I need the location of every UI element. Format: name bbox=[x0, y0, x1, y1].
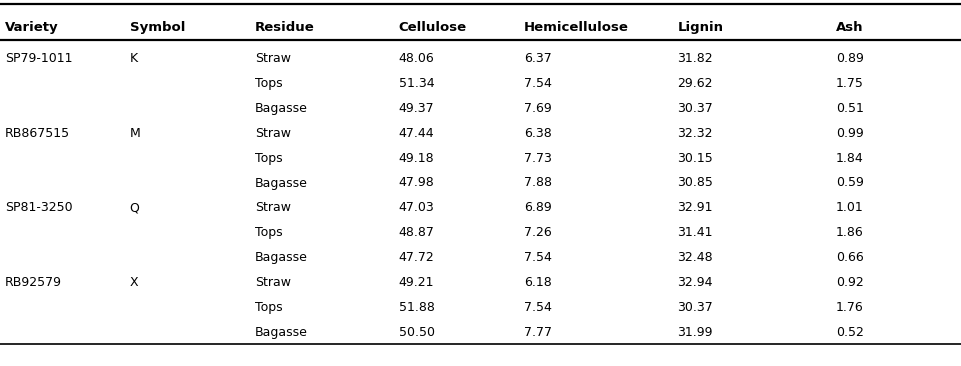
Text: 51.34: 51.34 bbox=[399, 77, 434, 90]
Text: 6.89: 6.89 bbox=[524, 201, 552, 214]
Text: 30.15: 30.15 bbox=[678, 152, 713, 165]
Text: 7.54: 7.54 bbox=[524, 301, 552, 314]
Text: 50.50: 50.50 bbox=[399, 326, 434, 339]
Text: 6.37: 6.37 bbox=[524, 52, 552, 65]
Text: 47.98: 47.98 bbox=[399, 176, 434, 190]
Text: 1.01: 1.01 bbox=[836, 201, 864, 214]
Text: M: M bbox=[130, 127, 140, 139]
Text: X: X bbox=[130, 276, 138, 289]
Text: K: K bbox=[130, 52, 137, 65]
Text: 47.72: 47.72 bbox=[399, 251, 434, 264]
Text: Hemicellulose: Hemicellulose bbox=[524, 20, 628, 34]
Text: 7.26: 7.26 bbox=[524, 227, 552, 239]
Text: Q: Q bbox=[130, 201, 139, 214]
Text: Cellulose: Cellulose bbox=[399, 20, 467, 34]
Text: 32.94: 32.94 bbox=[678, 276, 713, 289]
Text: Tops: Tops bbox=[255, 301, 283, 314]
Text: 49.18: 49.18 bbox=[399, 152, 434, 165]
Text: 7.88: 7.88 bbox=[524, 176, 552, 190]
Text: Straw: Straw bbox=[255, 127, 290, 139]
Text: 1.76: 1.76 bbox=[836, 301, 864, 314]
Text: 31.82: 31.82 bbox=[678, 52, 713, 65]
Text: 30.85: 30.85 bbox=[678, 176, 713, 190]
Text: 49.21: 49.21 bbox=[399, 276, 434, 289]
Text: SP79-1011: SP79-1011 bbox=[5, 52, 72, 65]
Text: RB92579: RB92579 bbox=[5, 276, 62, 289]
Text: Residue: Residue bbox=[255, 20, 314, 34]
Text: RB867515: RB867515 bbox=[5, 127, 70, 139]
Text: 29.62: 29.62 bbox=[678, 77, 713, 90]
Text: 7.69: 7.69 bbox=[524, 102, 552, 115]
Text: 0.59: 0.59 bbox=[836, 176, 864, 190]
Text: 0.51: 0.51 bbox=[836, 102, 864, 115]
Text: 51.88: 51.88 bbox=[399, 301, 434, 314]
Text: 32.91: 32.91 bbox=[678, 201, 713, 214]
Text: Variety: Variety bbox=[5, 20, 59, 34]
Text: SP81-3250: SP81-3250 bbox=[5, 201, 72, 214]
Text: Bagasse: Bagasse bbox=[255, 102, 308, 115]
Text: Tops: Tops bbox=[255, 152, 283, 165]
Text: 30.37: 30.37 bbox=[678, 102, 713, 115]
Text: 7.77: 7.77 bbox=[524, 326, 552, 339]
Text: 6.38: 6.38 bbox=[524, 127, 552, 139]
Text: Bagasse: Bagasse bbox=[255, 176, 308, 190]
Text: 0.89: 0.89 bbox=[836, 52, 864, 65]
Text: Straw: Straw bbox=[255, 276, 290, 289]
Text: 1.86: 1.86 bbox=[836, 227, 864, 239]
Text: 49.37: 49.37 bbox=[399, 102, 434, 115]
Text: 6.18: 6.18 bbox=[524, 276, 552, 289]
Text: 1.84: 1.84 bbox=[836, 152, 864, 165]
Text: 32.32: 32.32 bbox=[678, 127, 713, 139]
Text: 0.99: 0.99 bbox=[836, 127, 864, 139]
Text: Straw: Straw bbox=[255, 52, 290, 65]
Text: Tops: Tops bbox=[255, 77, 283, 90]
Text: 1.75: 1.75 bbox=[836, 77, 864, 90]
Text: 0.92: 0.92 bbox=[836, 276, 864, 289]
Text: 31.99: 31.99 bbox=[678, 326, 713, 339]
Text: 7.54: 7.54 bbox=[524, 251, 552, 264]
Text: 7.73: 7.73 bbox=[524, 152, 552, 165]
Text: 47.03: 47.03 bbox=[399, 201, 434, 214]
Text: 0.52: 0.52 bbox=[836, 326, 864, 339]
Text: 0.66: 0.66 bbox=[836, 251, 864, 264]
Text: 30.37: 30.37 bbox=[678, 301, 713, 314]
Text: 48.87: 48.87 bbox=[399, 227, 434, 239]
Text: Bagasse: Bagasse bbox=[255, 326, 308, 339]
Text: Ash: Ash bbox=[836, 20, 864, 34]
Text: 47.44: 47.44 bbox=[399, 127, 434, 139]
Text: Straw: Straw bbox=[255, 201, 290, 214]
Text: Bagasse: Bagasse bbox=[255, 251, 308, 264]
Text: Tops: Tops bbox=[255, 227, 283, 239]
Text: 7.54: 7.54 bbox=[524, 77, 552, 90]
Text: Symbol: Symbol bbox=[130, 20, 185, 34]
Text: 48.06: 48.06 bbox=[399, 52, 434, 65]
Text: 32.48: 32.48 bbox=[678, 251, 713, 264]
Text: 31.41: 31.41 bbox=[678, 227, 713, 239]
Text: Lignin: Lignin bbox=[678, 20, 724, 34]
